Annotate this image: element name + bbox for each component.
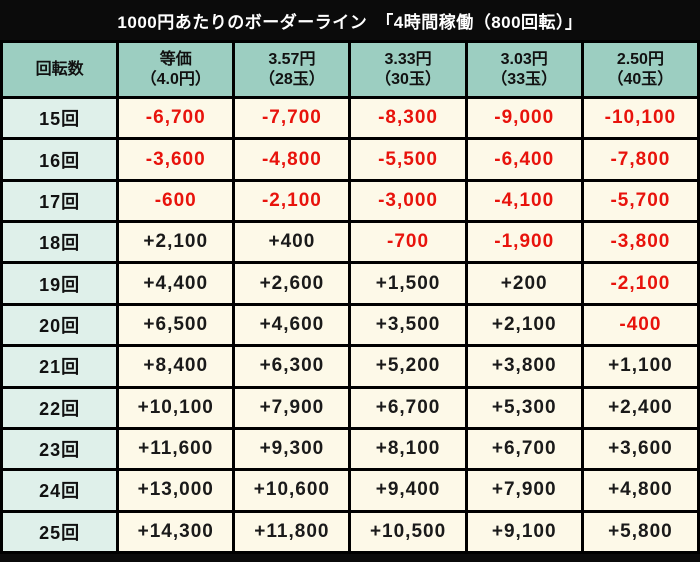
table-cell: -2,100 [232,178,352,224]
row-header: 23回 [0,426,120,472]
row-header: 24回 [0,468,120,513]
table-cell: +10,500 [348,509,468,555]
table-row: 22回 +10,100 +7,900 +6,700 +5,300 +2,400 [0,385,700,430]
table-row: 24回 +13,000 +10,600 +9,400 +7,900 +4,800 [0,468,700,513]
column-header-balls: （28玉） [258,70,325,88]
table-cell: +2,100 [116,220,236,265]
column-header: 3.03円 （33玉） [464,40,584,99]
table-cell: -10,100 [580,95,700,141]
table-cell: -4,100 [464,178,584,224]
table-cell: -4,800 [232,137,352,182]
row-header: 22回 [0,385,120,430]
table-cell: -2,100 [580,261,700,306]
table-cell: +6,300 [232,344,352,389]
column-header-rate: 3.33円 [384,50,432,68]
corner-header: 回転数 [0,40,120,99]
column-header-rate: 等価 [159,50,192,68]
table-cell: +9,100 [464,509,584,555]
table-cell: -700 [348,220,468,265]
row-header: 21回 [0,344,120,389]
table-cell: +400 [232,220,352,265]
table-cell: +4,800 [580,468,700,513]
table-cell: +14,300 [116,509,236,555]
table-cell: +7,900 [464,468,584,513]
table-header-row: 回転数 等価 （4.0円） 3.57円 （28玉） 3.33円 （30玉） 3.03円 （33… [0,40,700,99]
table-cell: +3,800 [464,344,584,389]
table-cell: -3,800 [580,220,700,265]
table-cell: +4,400 [116,261,236,306]
table-cell: +1,500 [348,261,468,306]
table-cell: +1,100 [580,344,700,389]
row-header: 18回 [0,220,120,265]
table-cell: +6,700 [464,426,584,472]
row-header: 16回 [0,137,120,182]
table-cell: +11,600 [116,426,236,472]
table-row: 19回 +4,400 +2,600 +1,500 +200 -2,100 [0,261,700,306]
table-cell: -3,000 [348,178,468,224]
border-line-table: 回転数 等価 （4.0円） 3.57円 （28玉） 3.33円 （30玉） 3.03円 （33… [0,40,700,555]
table-cell: +2,100 [464,302,584,348]
row-header: 19回 [0,261,120,306]
table-cell: +6,700 [348,385,468,430]
table-cell: -3,600 [116,137,236,182]
table-cell: +13,000 [116,468,236,513]
column-header: 2.50円 （40玉） [580,40,700,99]
table-row: 16回 -3,600 -4,800 -5,500 -6,400 -7,800 [0,137,700,182]
table-cell: +4,600 [232,302,352,348]
column-header: 3.57円 （28玉） [232,40,352,99]
table-cell: +10,600 [232,468,352,513]
table-cell: +7,900 [232,385,352,430]
table-cell: +2,400 [580,385,700,430]
table-cell: +9,300 [232,426,352,472]
table-cell: +10,100 [116,385,236,430]
table-row: 21回 +8,400 +6,300 +5,200 +3,800 +1,100 [0,344,700,389]
column-header-rate: 3.57円 [268,50,316,68]
column-header-balls: （4.0円） [140,70,211,88]
table-cell: +11,800 [232,509,352,555]
table-cell: -600 [116,178,236,224]
table-cell: -400 [580,302,700,348]
table-cell: +200 [464,261,584,306]
table-row: 20回 +6,500 +4,600 +3,500 +2,100 -400 [0,302,700,348]
table-cell: +5,200 [348,344,468,389]
table-cell: +2,600 [232,261,352,306]
table-cell: +3,500 [348,302,468,348]
table-row: 18回 +2,100 +400 -700 -1,900 -3,800 [0,220,700,265]
table-row: 17回 -600 -2,100 -3,000 -4,100 -5,700 [0,178,700,224]
column-header-rate: 3.03円 [500,50,548,68]
row-header: 20回 [0,302,120,348]
table-cell: -5,500 [348,137,468,182]
table-cell: +6,500 [116,302,236,348]
table-row: 25回 +14,300 +11,800 +10,500 +9,100 +5,800 [0,509,700,555]
table-cell: +8,400 [116,344,236,389]
column-header-balls: （40玉） [607,70,674,88]
table-cell: -6,400 [464,137,584,182]
column-header: 等価 （4.0円） [116,40,236,99]
page-title: 1000円あたりのボーダーライン 「4時間稼働（800回転）」 [117,12,583,32]
column-header-rate: 2.50円 [616,50,664,68]
table-row: 15回 -6,700 -7,700 -8,300 -9,000 -10,100 [0,95,700,141]
table-cell: -1,900 [464,220,584,265]
table-cell: +8,100 [348,426,468,472]
column-header-balls: （33玉） [491,70,558,88]
table-cell: +5,300 [464,385,584,430]
table-cell: -8,300 [348,95,468,141]
table-row: 23回 +11,600 +9,300 +8,100 +6,700 +3,600 [0,426,700,472]
title-bar: 1000円あたりのボーダーライン 「4時間稼働（800回転）」 [0,0,700,40]
table-cell: +3,600 [580,426,700,472]
row-header: 15回 [0,95,120,141]
table-cell: +9,400 [348,468,468,513]
table-cell: -6,700 [116,95,236,141]
table-cell: -7,700 [232,95,352,141]
row-header: 17回 [0,178,120,224]
table-cell: -9,000 [464,95,584,141]
column-header: 3.33円 （30玉） [348,40,468,99]
table-cell: -7,800 [580,137,700,182]
row-header: 25回 [0,509,120,555]
column-header-balls: （30玉） [375,70,441,88]
table-cell: -5,700 [580,178,700,224]
table-cell: +5,800 [580,509,700,555]
